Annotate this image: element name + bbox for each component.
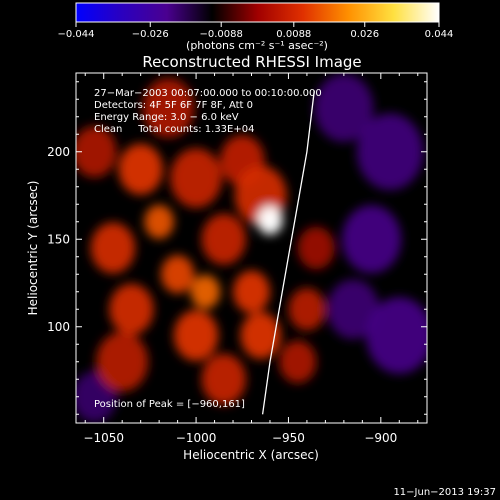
heatmap-source [142,78,195,138]
y-axis-label: Heliocentric Y (arcsec) [26,181,40,316]
heatmap-source [160,255,195,294]
colorbar [75,2,440,23]
x-axis-label: Heliocentric X (arcsec) [183,448,319,462]
heatmap-source [109,283,154,335]
y-axis-ticks: 100 150 200 [47,81,427,415]
peak-core [263,212,277,228]
x-tick-label: −1000 [176,431,217,445]
heatmap-source [201,213,246,265]
heatmap-source [201,353,246,405]
heatmap-image [76,74,427,423]
heatmap-source [366,297,427,374]
heatmap-source [288,288,326,331]
heatmap-source [144,204,174,239]
colorbar-tick-label: 0.044 [425,29,454,40]
colorbar-tick-label: −0.026 [132,29,169,40]
colorbar-ticks: −0.044 −0.026 −0.0088 0.0088 0.026 0.044 [57,22,453,40]
solar-limb-curve [261,90,315,415]
info-line-energy: Energy Range: 3.0 − 6.0 keV [94,112,239,123]
chart-title: Reconstructed RHESSI Image [142,53,361,71]
colorbar-tick-label: −0.0088 [200,29,243,40]
heatmap-source [314,74,374,142]
timestamp: 11−Jun−2013 19:37 [393,487,496,498]
x-tick-label: −900 [364,431,397,445]
heatmap-source [118,143,163,195]
y-tick-label: 200 [47,145,70,159]
heatmap-source [279,340,317,383]
x-tick-label: −950 [272,431,305,445]
colorbar-tick-label: 0.0088 [276,29,311,40]
heatmap-source [240,312,282,359]
info-line-clean: Clean Total counts: 1.33E+04 [94,124,254,135]
heatmap-source [76,126,117,178]
heatmap-source [233,270,270,313]
heatmap-source [297,226,335,270]
info-line-time: 27−Mar−2003 00:07:00.000 to 00:10:00.000 [94,88,322,99]
colorbar-tick-label: −0.044 [57,29,94,40]
heatmap-source [356,113,424,190]
peak-position-label: Position of Peak = [−960,161] [94,399,245,410]
heatmap-source [173,310,219,361]
heatmap-source [170,148,222,208]
colorbar-unit-label: (photons cm⁻² s⁻¹ asec⁻²) [186,39,328,52]
heatmap-source [90,222,136,274]
heatmap-source [96,332,149,392]
info-line-detectors: Detectors: 4F 5F 6F 7F 8F, Att 0 [94,100,253,111]
y-tick-label: 100 [47,320,70,334]
colorbar-tick-label: 0.026 [350,29,379,40]
heatmap-source [342,205,402,274]
x-axis-ticks: −1050 −1000 −950 −900 [83,73,419,445]
y-tick-label: 150 [47,232,70,246]
x-tick-label: −1050 [83,431,124,445]
heatmap-source [327,279,379,339]
heatmap-source [190,274,221,309]
